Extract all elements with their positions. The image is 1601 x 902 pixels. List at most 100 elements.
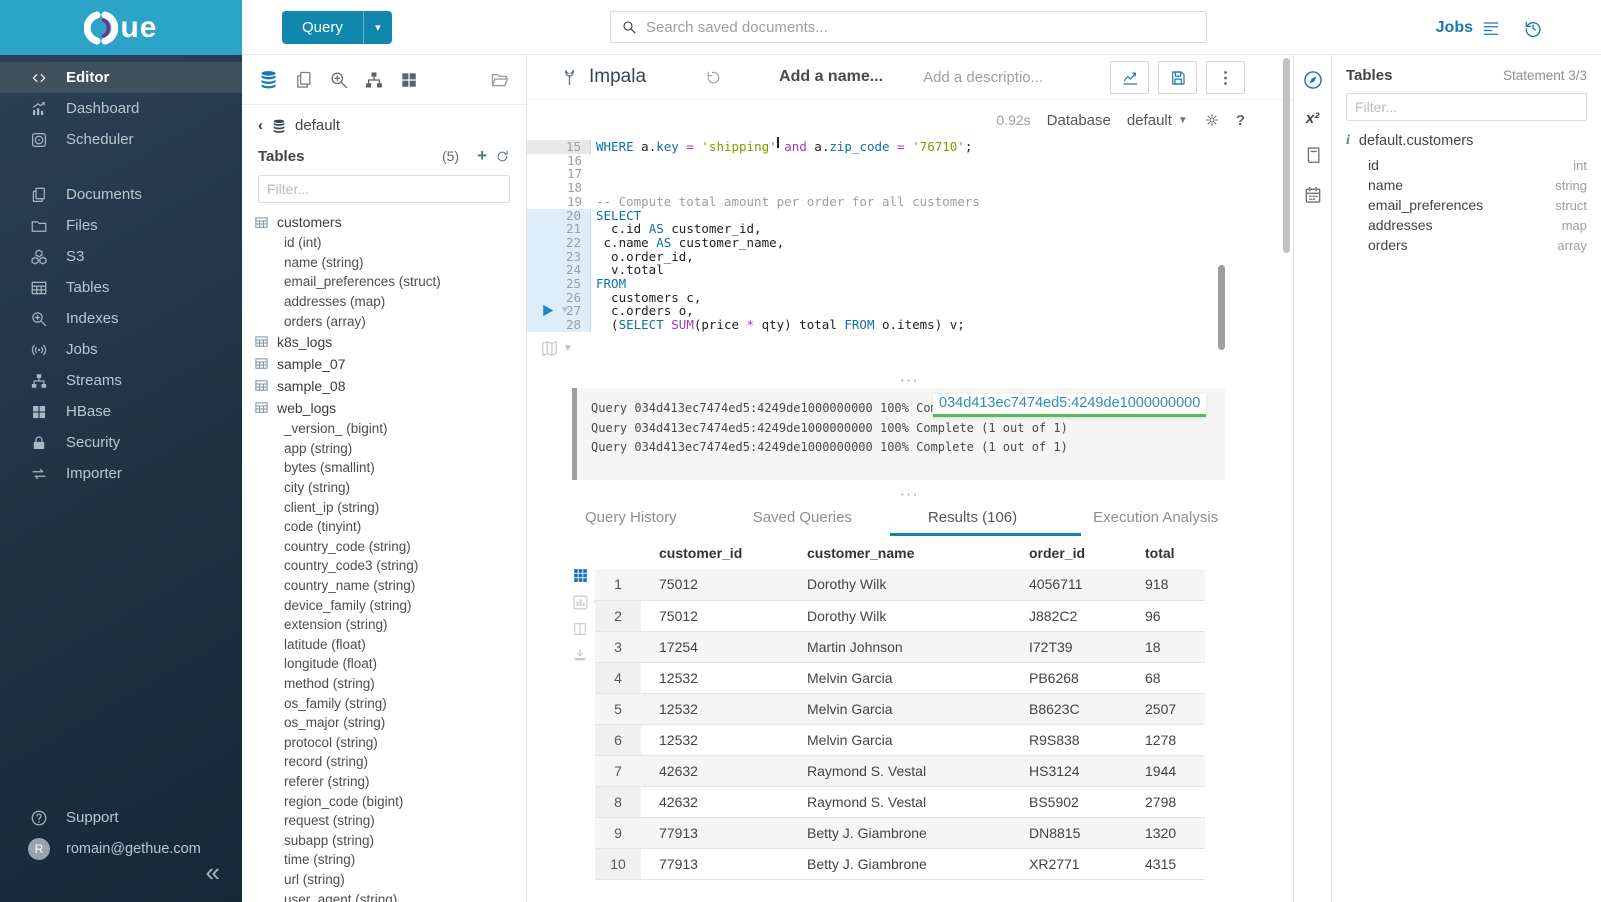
right-column-email_preferences[interactable]: email_preferencesstruct: [1346, 195, 1587, 215]
back-chevron-icon[interactable]: ‹: [258, 117, 263, 134]
right-column-name[interactable]: namestring: [1346, 175, 1587, 195]
active-table-row[interactable]: i default.customers: [1346, 133, 1587, 149]
table-row[interactable]: 317254Martin JohnsonI72T3918: [595, 631, 1205, 662]
tree-column[interactable]: id (int): [254, 233, 510, 253]
refresh-icon[interactable]: [495, 149, 510, 164]
right-column-id[interactable]: idint: [1346, 155, 1587, 175]
table-filter-input[interactable]: [258, 175, 510, 203]
tab-query-history[interactable]: Query History: [585, 498, 677, 536]
table-row[interactable]: 1077913Betty J. GiambroneXR27714315: [595, 848, 1205, 879]
table-row[interactable]: 512532Melvin GarciaB8623C2507: [595, 693, 1205, 724]
table-row[interactable]: 412532Melvin GarciaPB626868: [595, 662, 1205, 693]
undo-icon[interactable]: [704, 69, 721, 86]
sitemap-icon[interactable]: [364, 70, 384, 90]
right-column-addresses[interactable]: addressesmap: [1346, 215, 1587, 235]
sidebar-item-importer[interactable]: Importer: [0, 458, 242, 489]
functions-icon[interactable]: x²: [1306, 110, 1319, 127]
sidebar-item-files[interactable]: Files: [0, 210, 242, 241]
history-icon[interactable]: [1523, 18, 1543, 38]
main-scrollbar[interactable]: [1283, 58, 1290, 253]
breadcrumb-database[interactable]: default: [295, 117, 340, 134]
sidebar-item-streams[interactable]: Streams: [0, 365, 242, 396]
help-icon[interactable]: ?: [1236, 112, 1245, 129]
sidebar-item-dashboard[interactable]: Dashboard: [0, 93, 242, 124]
folder-open-icon[interactable]: [489, 69, 510, 90]
scheduler-calendar-icon[interactable]: [1303, 185, 1323, 205]
tree-table-web_logs[interactable]: web_logs: [254, 397, 510, 419]
tree-column[interactable]: email_preferences (struct): [254, 272, 510, 292]
tree-table-sample_07[interactable]: sample_07: [254, 353, 510, 375]
resize-handle[interactable]: ···: [527, 377, 1293, 385]
tree-column[interactable]: extension (string): [254, 615, 510, 635]
sidebar-item-s3[interactable]: S3: [0, 241, 242, 272]
tree-column[interactable]: subapp (string): [254, 830, 510, 850]
tree-column[interactable]: os_major (string): [254, 713, 510, 733]
sql-editor[interactable]: 15WHERE a.key = 'shipping' and a.zip_cod…: [527, 140, 1273, 390]
sidebar-item-editor[interactable]: Editor: [0, 62, 242, 93]
table-row[interactable]: 977913Betty J. GiambroneDN88151320: [595, 817, 1205, 848]
save-button[interactable]: [1158, 61, 1197, 94]
tree-column[interactable]: os_family (string): [254, 693, 510, 713]
execute-options-caret[interactable]: ▼: [560, 305, 570, 316]
right-filter-input[interactable]: [1346, 93, 1587, 121]
engine-selector[interactable]: Impala: [560, 66, 646, 88]
tree-table-k8s_logs[interactable]: k8s_logs: [254, 331, 510, 353]
tree-column[interactable]: addresses (map): [254, 292, 510, 312]
right-column-orders[interactable]: ordersarray: [1346, 235, 1587, 255]
tree-table-customers[interactable]: customers: [254, 211, 510, 233]
tree-column[interactable]: protocol (string): [254, 732, 510, 752]
tree-column[interactable]: app (string): [254, 439, 510, 459]
sidebar-item-tables[interactable]: Tables: [0, 272, 242, 303]
explain-options-caret[interactable]: ▼: [563, 343, 573, 354]
table-row[interactable]: 612532Melvin GarciaR9S8381278: [595, 724, 1205, 755]
new-query-button[interactable]: Query ▾: [282, 11, 392, 44]
documents-assist-icon[interactable]: [294, 70, 314, 90]
sidebar-collapse-button[interactable]: «: [206, 857, 220, 888]
apps-grid-icon[interactable]: [399, 70, 419, 90]
tree-table-sample_08[interactable]: sample_08: [254, 375, 510, 397]
sidebar-item-scheduler[interactable]: Scheduler: [0, 124, 242, 155]
jobs-link[interactable]: Jobs: [1436, 18, 1501, 38]
table-row[interactable]: 275012Dorothy WilkJ882C296: [595, 600, 1205, 631]
tree-column[interactable]: device_family (string): [254, 595, 510, 615]
tree-column[interactable]: client_ip (string): [254, 497, 510, 517]
execute-button[interactable]: ▼: [539, 302, 570, 319]
search-input[interactable]: [646, 19, 1196, 36]
sidebar-item-security[interactable]: Security: [0, 427, 242, 458]
sidebar-item-indexes[interactable]: Indexes: [0, 303, 242, 334]
database-select[interactable]: default ▼: [1127, 112, 1188, 129]
tree-column[interactable]: latitude (float): [254, 635, 510, 655]
tab-saved-queries[interactable]: Saved Queries: [753, 498, 852, 536]
assist-compass-icon[interactable]: [1302, 69, 1324, 91]
info-icon[interactable]: i: [1346, 133, 1350, 149]
tree-column[interactable]: region_code (bigint): [254, 791, 510, 811]
tree-column[interactable]: bytes (smallint): [254, 458, 510, 478]
results-header-order_id[interactable]: order_id: [1011, 537, 1127, 569]
results-header-customer_name[interactable]: customer_name: [789, 537, 1011, 569]
query-dropdown-caret[interactable]: ▾: [364, 11, 392, 44]
sidebar-item-hbase[interactable]: HBase: [0, 396, 242, 427]
query-name-field[interactable]: Add a name...: [779, 68, 883, 86]
language-docs-icon[interactable]: [1303, 146, 1323, 166]
search-plus-icon[interactable]: [329, 70, 349, 90]
table-row[interactable]: 742632Raymond S. VestalHS31241944: [595, 755, 1205, 786]
table-row[interactable]: 175012Dorothy Wilk4056711918: [595, 569, 1205, 600]
tree-column[interactable]: url (string): [254, 870, 510, 890]
results-header-total[interactable]: total: [1127, 537, 1205, 569]
tree-column[interactable]: orders (array): [254, 311, 510, 331]
tab-execution-analysis[interactable]: Execution Analysis: [1093, 498, 1218, 536]
table-row[interactable]: 842632Raymond S. VestalBS59022798: [595, 786, 1205, 817]
tree-column[interactable]: method (string): [254, 674, 510, 694]
tree-column[interactable]: request (string): [254, 811, 510, 831]
settings-gear-icon[interactable]: [1204, 112, 1220, 128]
tree-column[interactable]: referer (string): [254, 772, 510, 792]
tree-column[interactable]: name (string): [254, 253, 510, 273]
hue-logo[interactable]: ue: [84, 11, 157, 45]
tree-column[interactable]: country_code3 (string): [254, 556, 510, 576]
sidebar-item-jobs[interactable]: Jobs: [0, 334, 242, 365]
editor-scrollbar[interactable]: [1218, 265, 1225, 350]
sql-assist-icon[interactable]: [258, 69, 279, 90]
explain-button[interactable]: ▼: [540, 339, 573, 358]
sidebar-item-support[interactable]: Support: [0, 802, 242, 833]
sidebar-item-documents[interactable]: Documents: [0, 179, 242, 210]
